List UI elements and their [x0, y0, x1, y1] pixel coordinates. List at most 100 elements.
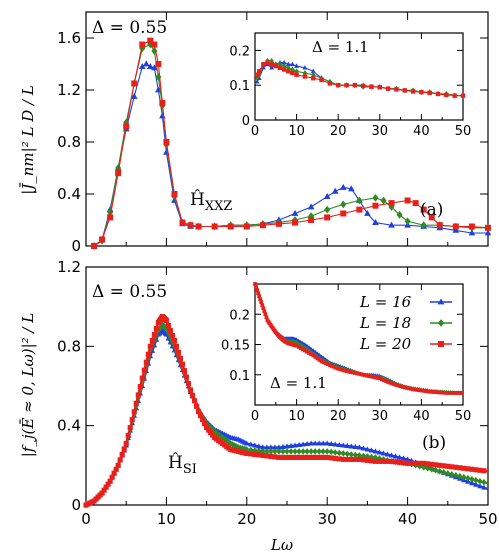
- panel-b-point-L20: [364, 457, 370, 463]
- panel-b-point-L16: [340, 442, 347, 448]
- panel-b-inset-point-L20: [300, 347, 305, 352]
- panel-b-point-L18: [230, 441, 236, 448]
- panel-a-point-L16: [372, 219, 379, 225]
- panel-a-inset-point-L20: [311, 76, 316, 81]
- panel-b-inset-point-L20: [402, 385, 407, 390]
- panel-b-point-L18: [268, 448, 274, 455]
- panel-b-inset-point-L20: [296, 345, 301, 349]
- panel-a-point-L16: [331, 187, 339, 194]
- panel-b-inset-point-L20: [315, 356, 320, 361]
- panel-b-inset-point-L20: [340, 368, 345, 372]
- panel-a-point-L20: [324, 214, 331, 221]
- panel-b-point-L20: [181, 368, 188, 374]
- panel-b-ylabel: |f_j(Ē ≈ 0, Lω)|² / L: [19, 313, 37, 457]
- panel-a-inset-point-L20: [410, 89, 416, 94]
- panel-b-inset-point-L20: [263, 312, 268, 317]
- panel-b-inset-point-L20: [313, 355, 318, 359]
- panel-a-point-L20: [187, 222, 194, 229]
- panel-b-inset-point-L20: [334, 365, 338, 370]
- panel-a-inset-point-L20: [402, 88, 407, 93]
- panel-b-point-L18: [433, 466, 439, 474]
- panel-a-point-L20: [404, 197, 411, 204]
- panel-b-inset-point-L20: [355, 371, 359, 376]
- panel-a-ytick-label: 0: [71, 237, 81, 255]
- panel-b-point-L16: [252, 442, 258, 448]
- panel-b-inset-point-L20: [400, 384, 405, 389]
- panel-a-inset-point-L20: [460, 93, 466, 98]
- panel-b-point-L18: [296, 448, 302, 455]
- panel-b-inset-point-L20: [325, 362, 330, 367]
- panel-b-point-L20: [103, 484, 109, 490]
- panel-a-point-L20: [468, 223, 475, 230]
- panel-b-point-L20: [252, 451, 258, 457]
- panel-b-point-L20: [445, 463, 451, 469]
- panel-b-inset-point-L20: [359, 372, 363, 377]
- panel-b-inset-point-L20: [446, 391, 451, 395]
- panel-a-point-L20: [91, 243, 98, 249]
- panel-b-point-L16: [392, 453, 399, 459]
- panel-b-point-L20: [409, 460, 415, 466]
- panel-a-point-L20: [99, 236, 106, 243]
- panel-a-point-L20: [211, 223, 218, 230]
- panel-b-inset-point-L20: [367, 374, 372, 378]
- panel-b-point-L20: [336, 456, 342, 462]
- panel-b-ticks: 0 10 20 30 40 50 0 0.4 0.8 1.2: [57, 258, 497, 528]
- panel-b-point-L20: [284, 454, 290, 460]
- panel-a-point-L20: [243, 223, 250, 230]
- panel-b-inset-point-L20: [346, 369, 351, 374]
- panel-b-point-L20: [276, 454, 282, 460]
- panel-b-point-L18: [264, 448, 270, 455]
- panel-b-point-L20: [125, 433, 131, 439]
- panel-b-point-L20: [421, 460, 427, 466]
- panel-b-point-L16: [316, 440, 322, 446]
- panel-b-point-L18: [465, 474, 471, 482]
- panel-b-inset-point-L20: [425, 389, 430, 394]
- panel-b-point-L16: [477, 483, 483, 489]
- panel-b-point-L20: [465, 466, 471, 472]
- panel-b-point-L20: [481, 468, 487, 474]
- panel-a-inset-delta-label: Δ = 1.1: [312, 38, 369, 56]
- panel-b-point-L20: [143, 359, 149, 365]
- panel-b-model-label-main: Ĥ: [168, 452, 183, 473]
- panel-b-point-L18: [304, 448, 310, 455]
- panel-b-inset-point-L20: [450, 391, 455, 395]
- panel-b-point-L20: [433, 462, 439, 468]
- panel-b-inset-point-L18: [307, 348, 311, 353]
- panel-b-inset-point-L20: [396, 383, 401, 388]
- panel-a-inset-point-L20: [254, 72, 260, 77]
- panel-b-point-L16: [396, 454, 403, 460]
- panel-b-point-L16: [469, 480, 475, 486]
- panel-a-inset-point-L20: [265, 60, 270, 65]
- panel-b-point-L20: [191, 398, 198, 404]
- panel-b-ytick-label: 0.8: [57, 337, 81, 355]
- panel-b-inset-point-L20: [294, 343, 299, 348]
- panel-b-point-L20: [179, 361, 186, 367]
- panel-b-inset-point-L20: [321, 360, 326, 365]
- panel-b-series: [83, 314, 489, 509]
- panel-b-inset-point-L20: [440, 390, 445, 395]
- panel-b-inset-point-L20: [459, 391, 463, 395]
- panel-b-delta-label: Δ = 0.55: [92, 282, 167, 302]
- panel-b-point-L20: [133, 400, 139, 406]
- panel-b-inset-point-L20: [338, 367, 343, 372]
- panel-b-point-L20: [196, 409, 202, 415]
- panel-b-point-L16: [368, 447, 375, 453]
- panel-b-inset-point-L20: [413, 387, 418, 392]
- panel-b-inset-point-L20: [255, 288, 259, 292]
- panel-b-point-L18: [340, 450, 346, 457]
- panel-a-point-L20: [340, 210, 347, 217]
- panel-b-point-L20: [145, 351, 151, 357]
- panel-b-point-L20: [332, 455, 338, 461]
- panel-b-point-L20: [380, 458, 387, 464]
- panel-a-point-L20: [179, 219, 186, 226]
- panel-b-inset-point-L20: [311, 353, 316, 358]
- panel-a-inset-ytick-label: 0.1: [229, 79, 250, 94]
- panel-b-inset-point-L20: [253, 282, 257, 286]
- panel-b-point-L20: [292, 454, 298, 460]
- panel-b-point-L16: [284, 443, 290, 449]
- panel-b-point-L18: [324, 448, 330, 455]
- panel-a-point-L20: [436, 222, 443, 229]
- panel-a-point-L20: [155, 61, 162, 67]
- panel-b-point-L16: [400, 455, 407, 461]
- panel-b-point-L20: [264, 453, 270, 459]
